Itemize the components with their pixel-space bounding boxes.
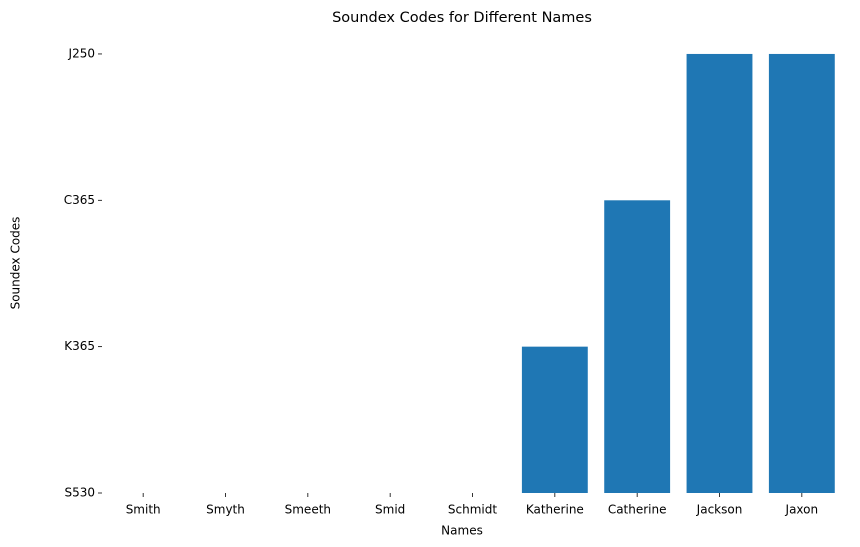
x-tick-label: Smyth <box>206 503 245 517</box>
y-tick-label: S530 <box>64 486 95 500</box>
x-axis-label: Names <box>441 524 483 538</box>
x-tick-label: Smeeth <box>285 503 331 517</box>
chart-title: Soundex Codes for Different Names <box>332 10 592 26</box>
bar <box>521 346 588 493</box>
x-tick-label: Catherine <box>608 503 667 517</box>
bar <box>604 200 671 494</box>
x-tick-label: Smith <box>126 503 161 517</box>
y-tick-label: K365 <box>64 339 95 353</box>
x-tick-label: Katherine <box>526 503 584 517</box>
y-tick-label: J250 <box>68 46 95 60</box>
y-tick-label: C365 <box>64 193 95 207</box>
bar <box>768 53 835 493</box>
x-tick-label: Smid <box>375 503 405 517</box>
bar <box>686 53 753 493</box>
x-tick-label: Jaxon <box>785 503 819 517</box>
x-tick-label: Schmidt <box>448 503 497 517</box>
y-axis-label: Soundex Codes <box>9 217 23 310</box>
x-tick-label: Jackson <box>696 503 743 517</box>
